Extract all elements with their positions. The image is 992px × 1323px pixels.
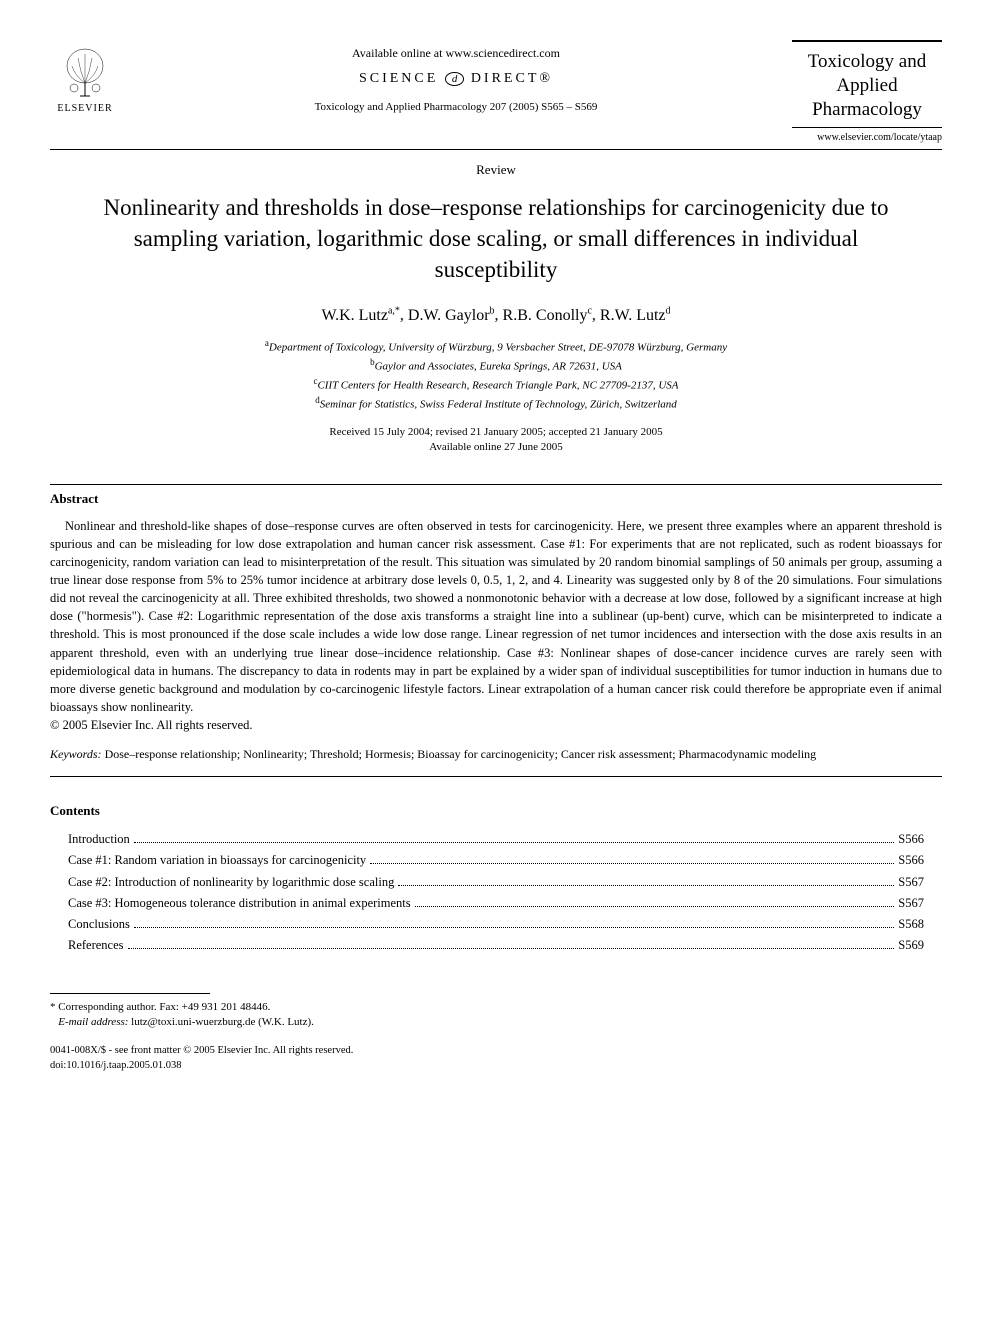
abstract-heading: Abstract bbox=[50, 491, 942, 507]
available-online-text: Available online at www.sciencedirect.co… bbox=[120, 46, 792, 61]
contents-heading: Contents bbox=[50, 803, 942, 819]
email-label: E-mail address: bbox=[58, 1016, 128, 1028]
toc-row: Case #2: Introduction of nonlinearity by… bbox=[68, 872, 924, 893]
toc-label: Case #3: Homogeneous tolerance distribut… bbox=[68, 893, 411, 914]
toc-row: References S569 bbox=[68, 935, 924, 956]
journal-url: www.elsevier.com/locate/ytaap bbox=[792, 132, 942, 143]
toc-dots bbox=[128, 948, 895, 949]
author: D.W. Gaylorb bbox=[408, 307, 495, 324]
affiliation: bGaylor and Associates, Eureka Springs, … bbox=[50, 356, 942, 375]
contents-section: Contents Introduction S566 Case #1: Rand… bbox=[50, 803, 942, 957]
footnote-rule bbox=[50, 993, 210, 994]
affiliation: cCIIT Centers for Health Research, Resea… bbox=[50, 375, 942, 394]
author: W.K. Lutza,* bbox=[321, 307, 399, 324]
sd-suffix: DIRECT® bbox=[471, 71, 553, 86]
sd-at-icon: d bbox=[445, 72, 465, 86]
toc-dots bbox=[415, 906, 895, 907]
keywords-rule bbox=[50, 776, 942, 777]
toc-label: References bbox=[68, 935, 124, 956]
toc-dots bbox=[134, 927, 894, 928]
journal-reference: Toxicology and Applied Pharmacology 207 … bbox=[120, 101, 792, 113]
doi-line: doi:10.1016/j.taap.2005.01.038 bbox=[50, 1059, 942, 1074]
header-center: Available online at www.sciencedirect.co… bbox=[120, 40, 792, 113]
toc-dots bbox=[370, 863, 894, 864]
toc-page: S568 bbox=[898, 914, 924, 935]
author: R.W. Lutzd bbox=[600, 307, 671, 324]
email-address: lutz@toxi.uni-wuerzburg.de (W.K. Lutz). bbox=[131, 1016, 314, 1028]
bottom-info: 0041-008X/$ - see front matter © 2005 El… bbox=[50, 1044, 942, 1073]
abstract-top-rule bbox=[50, 484, 942, 485]
affiliations: aDepartment of Toxicology, University of… bbox=[50, 337, 942, 413]
article-type: Review bbox=[50, 162, 942, 178]
toc-row: Case #1: Random variation in bioassays f… bbox=[68, 850, 924, 871]
toc-row: Case #3: Homogeneous tolerance distribut… bbox=[68, 893, 924, 914]
elsevier-tree-icon bbox=[60, 46, 110, 101]
keywords-text: Dose–response relationship; Nonlinearity… bbox=[105, 747, 817, 761]
header-rule bbox=[50, 149, 942, 150]
corresponding-author: * Corresponding author. Fax: +49 931 201… bbox=[50, 1000, 942, 1015]
toc-label: Case #2: Introduction of nonlinearity by… bbox=[68, 872, 394, 893]
affiliation: dSeminar for Statistics, Swiss Federal I… bbox=[50, 394, 942, 413]
journal-name: Toxicology and Applied Pharmacology bbox=[796, 50, 938, 121]
toc-dots bbox=[134, 842, 895, 843]
toc-label: Conclusions bbox=[68, 914, 130, 935]
issn-line: 0041-008X/$ - see front matter © 2005 El… bbox=[50, 1044, 942, 1059]
publisher-logo: ELSEVIER bbox=[50, 40, 120, 120]
toc-label: Case #1: Random variation in bioassays f… bbox=[68, 850, 366, 871]
authors-line: W.K. Lutza,*, D.W. Gaylorb, R.B. Conolly… bbox=[50, 305, 942, 324]
toc-page: S566 bbox=[898, 829, 924, 850]
abstract-copyright: © 2005 Elsevier Inc. All rights reserved… bbox=[50, 718, 942, 733]
abstract-text: Nonlinear and threshold-like shapes of d… bbox=[50, 517, 942, 716]
page-header: ELSEVIER Available online at www.science… bbox=[50, 40, 942, 143]
email-line: E-mail address: lutz@toxi.uni-wuerzburg.… bbox=[50, 1015, 942, 1030]
affiliation: aDepartment of Toxicology, University of… bbox=[50, 337, 942, 356]
toc-page: S566 bbox=[898, 850, 924, 871]
toc-row: Introduction S566 bbox=[68, 829, 924, 850]
publisher-name: ELSEVIER bbox=[57, 103, 112, 114]
dates-online: Available online 27 June 2005 bbox=[50, 440, 942, 455]
toc-page: S567 bbox=[898, 872, 924, 893]
keywords: Keywords: Dose–response relationship; No… bbox=[50, 747, 942, 762]
toc-label: Introduction bbox=[68, 829, 130, 850]
keywords-label: Keywords: bbox=[50, 747, 102, 761]
table-of-contents: Introduction S566 Case #1: Random variat… bbox=[50, 829, 942, 957]
journal-branding: Toxicology and Applied Pharmacology www.… bbox=[792, 40, 942, 143]
sciencedirect-logo: SCIENCE d DIRECT® bbox=[120, 71, 792, 87]
sd-prefix: SCIENCE bbox=[359, 71, 438, 86]
toc-dots bbox=[398, 885, 894, 886]
toc-page: S569 bbox=[898, 935, 924, 956]
journal-title-box: Toxicology and Applied Pharmacology bbox=[792, 40, 942, 128]
author: R.B. Conollyc bbox=[503, 307, 592, 324]
toc-row: Conclusions S568 bbox=[68, 914, 924, 935]
dates-received: Received 15 July 2004; revised 21 Januar… bbox=[50, 425, 942, 440]
toc-page: S567 bbox=[898, 893, 924, 914]
article-title: Nonlinearity and thresholds in dose–resp… bbox=[80, 192, 912, 285]
article-dates: Received 15 July 2004; revised 21 Januar… bbox=[50, 425, 942, 456]
